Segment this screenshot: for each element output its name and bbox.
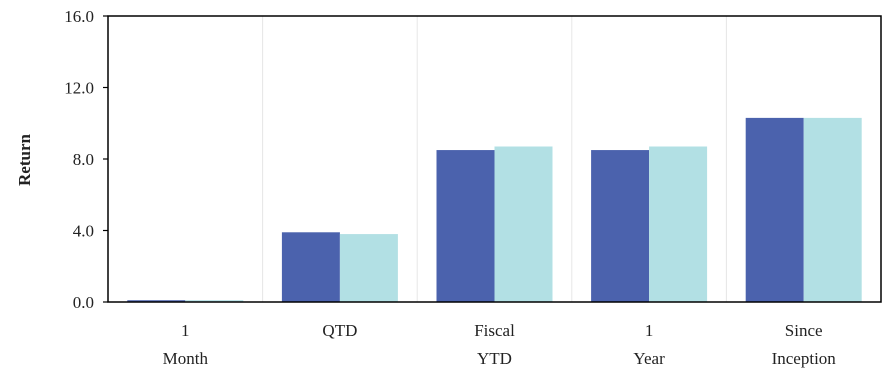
y-tick-label: 16.0 [64, 7, 94, 26]
bars [127, 117, 862, 302]
bar-series1-cat5 [745, 117, 804, 302]
y-tick-label: 12.0 [64, 79, 94, 98]
x-tick-label: QTD [322, 321, 357, 340]
y-tick-label: 4.0 [73, 222, 94, 241]
bar-series1-cat2 [281, 232, 340, 302]
y-axis-label: Return [15, 133, 34, 185]
y-tick-label: 0.0 [73, 293, 94, 312]
x-tick-labels: 1 Month QTD Fiscal YTD 1 Year Since Inception [163, 321, 837, 368]
bar-series1-cat1 [127, 300, 186, 302]
x-tick-label: 1 Year [633, 321, 665, 368]
bar-series2-cat5 [803, 117, 862, 302]
x-tick-label: Fiscal YTD [474, 321, 515, 368]
y-tick-labels: 0.0 4.0 8.0 12.0 16.0 [64, 7, 108, 312]
bar-series1-cat3 [436, 150, 495, 302]
bar-series2-cat2 [339, 234, 398, 302]
x-tick-label: 1 Month [163, 321, 209, 368]
bar-series2-cat1 [185, 300, 244, 302]
bar-series2-cat3 [494, 146, 553, 302]
bar-series2-cat4 [649, 146, 708, 302]
y-tick-label: 8.0 [73, 150, 94, 169]
gridlines [262, 16, 727, 302]
x-tick-label: Since Inception [772, 321, 837, 368]
bar-series1-cat4 [591, 150, 650, 302]
